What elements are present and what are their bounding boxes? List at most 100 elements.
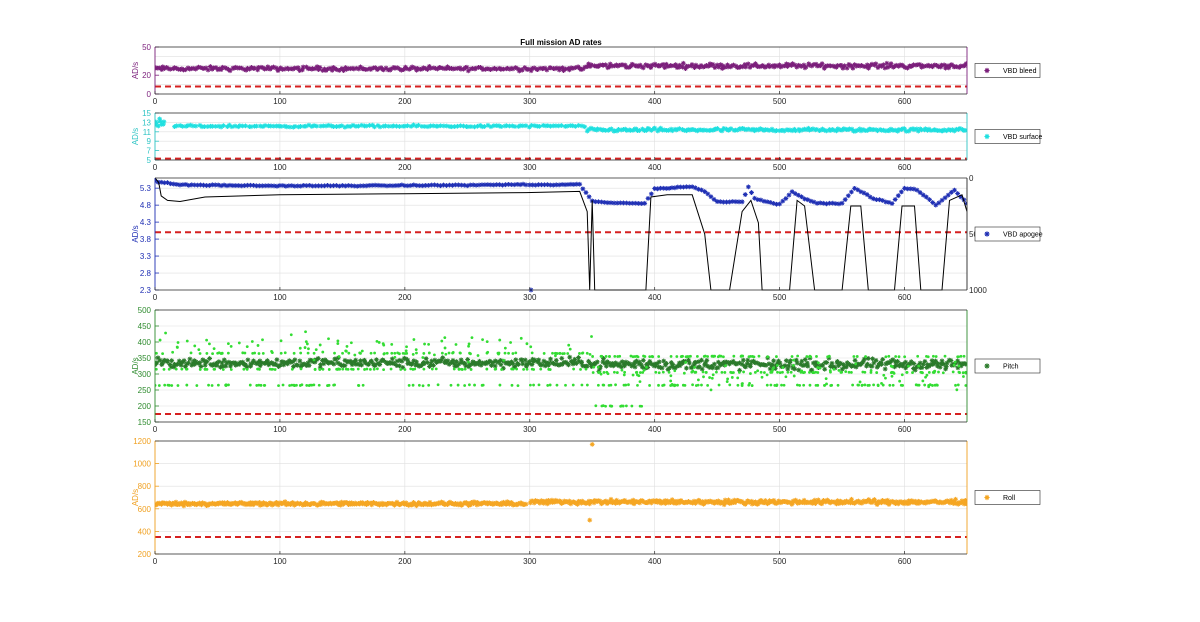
data-point	[958, 194, 964, 200]
data-point	[845, 193, 851, 199]
data-point	[348, 183, 354, 189]
legend-pitch: Pitch	[974, 358, 1041, 374]
data-point	[945, 192, 951, 198]
data-point	[649, 361, 655, 367]
data-point	[755, 127, 761, 133]
data-point	[568, 181, 574, 187]
data-point	[269, 65, 274, 71]
data-point	[740, 382, 744, 386]
data-point	[874, 197, 879, 202]
data-point	[584, 64, 590, 69]
data-point	[709, 499, 714, 505]
data-point	[942, 195, 948, 201]
data-point	[852, 355, 856, 358]
data-point	[291, 364, 296, 369]
data-point	[515, 367, 519, 371]
data-point	[620, 404, 624, 408]
data-point	[711, 354, 715, 358]
data-point	[516, 361, 521, 367]
data-point	[389, 500, 395, 506]
data-point	[888, 61, 894, 67]
data-point	[776, 358, 781, 364]
data-point	[342, 358, 348, 363]
data-point	[618, 127, 624, 133]
data-point	[399, 368, 403, 371]
y-tick-label: 150	[138, 418, 152, 427]
data-point	[865, 356, 871, 361]
data-point	[391, 123, 397, 129]
data-point	[959, 498, 965, 504]
data-point	[359, 351, 362, 355]
data-point	[843, 500, 849, 505]
data-point	[635, 64, 641, 69]
data-point	[310, 183, 316, 189]
data-point	[513, 65, 519, 70]
data-point	[661, 384, 665, 387]
data-point	[572, 356, 578, 362]
data-point	[958, 63, 964, 69]
x-tick-label: 0	[153, 425, 158, 434]
data-point	[680, 127, 685, 132]
data-point	[964, 371, 967, 375]
data-point	[305, 360, 311, 366]
data-point	[286, 66, 291, 72]
data-point	[405, 183, 411, 189]
data-point	[520, 181, 526, 187]
data-point	[155, 360, 160, 366]
data-point	[307, 384, 311, 387]
data-point	[158, 179, 164, 185]
data-point	[684, 184, 689, 190]
data-point	[442, 358, 448, 364]
data-point	[283, 351, 287, 355]
data-point	[458, 182, 464, 188]
data-point	[438, 358, 444, 363]
data-point	[871, 127, 877, 132]
data-point	[362, 357, 367, 363]
data-point	[653, 363, 658, 369]
data-point	[751, 63, 757, 68]
data-point	[742, 370, 745, 374]
x-tick-label: 100	[273, 425, 287, 434]
data-point	[635, 373, 639, 377]
data-point	[398, 501, 404, 507]
data-point	[640, 364, 645, 370]
data-point	[699, 366, 705, 372]
data-point	[646, 63, 652, 69]
data-point	[949, 500, 954, 505]
data-point	[875, 128, 880, 134]
data-point	[256, 367, 259, 371]
data-point	[793, 497, 799, 503]
data-point	[399, 358, 405, 364]
data-point	[853, 364, 859, 370]
data-point	[772, 62, 778, 68]
data-point	[381, 67, 387, 73]
data-point	[579, 359, 584, 365]
data-point	[798, 361, 804, 367]
data-point	[449, 360, 454, 365]
data-point	[954, 383, 957, 387]
data-point	[707, 61, 713, 67]
data-point	[215, 182, 221, 188]
data-point	[941, 62, 947, 68]
data-point	[891, 383, 895, 387]
data-point	[478, 362, 484, 368]
data-point	[326, 122, 332, 128]
data-point	[762, 498, 768, 503]
data-point	[421, 361, 427, 366]
data-point	[825, 382, 828, 386]
data-point	[188, 122, 194, 128]
data-point	[548, 65, 554, 71]
data-point	[841, 362, 846, 367]
data-point	[453, 182, 458, 188]
data-point	[633, 355, 637, 358]
data-point	[460, 360, 466, 366]
data-point	[856, 383, 860, 387]
data-point	[516, 384, 520, 388]
data-point	[269, 360, 275, 366]
data-point	[507, 66, 513, 72]
data-point	[622, 363, 627, 369]
data-point	[218, 500, 224, 506]
data-point	[732, 500, 738, 505]
data-point	[798, 63, 804, 69]
data-point	[510, 66, 516, 72]
